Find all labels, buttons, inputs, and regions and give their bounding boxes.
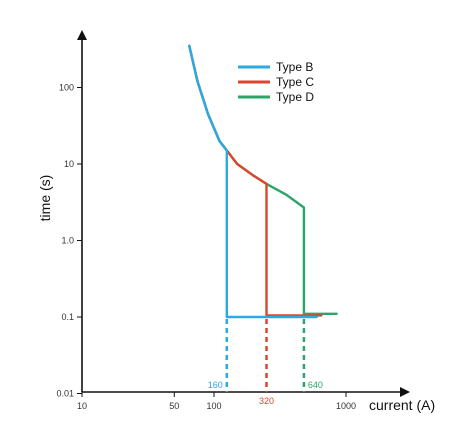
marker-label: 640 <box>308 380 323 390</box>
y-tick-label: 100 <box>59 83 74 93</box>
y-tick-label: 10 <box>64 159 74 169</box>
series-line <box>188 44 318 319</box>
legend-label: Type D <box>276 90 314 104</box>
x-tick-label: 50 <box>169 401 179 411</box>
x-axis-title: current (A) <box>369 397 435 413</box>
series-line <box>188 44 338 315</box>
axes <box>77 30 410 397</box>
y-tick-label: 0.01 <box>56 389 74 399</box>
y-ticks: 0.01 0.1 1.0 10 100 <box>56 83 82 399</box>
legend-label: Type B <box>276 60 313 74</box>
marker-labels: 160 320 640 <box>208 380 323 406</box>
x-tick-label: 100 <box>206 401 221 411</box>
guide-lines <box>225 319 306 392</box>
x-ticks: 10 50 100 1000 <box>77 392 356 411</box>
y-tick-label: 1.0 <box>61 236 74 246</box>
y-axis-arrow <box>77 30 87 40</box>
y-axis-title: time (s) <box>37 175 53 222</box>
x-tick-label: 10 <box>77 401 87 411</box>
x-axis-arrow <box>400 387 410 397</box>
x-tick-label: 1000 <box>336 401 356 411</box>
series-lines <box>188 44 338 319</box>
marker-label: 160 <box>208 380 223 390</box>
legend-label: Type C <box>276 75 314 89</box>
marker-label: 320 <box>259 396 274 406</box>
y-tick-label: 0.1 <box>61 312 74 322</box>
